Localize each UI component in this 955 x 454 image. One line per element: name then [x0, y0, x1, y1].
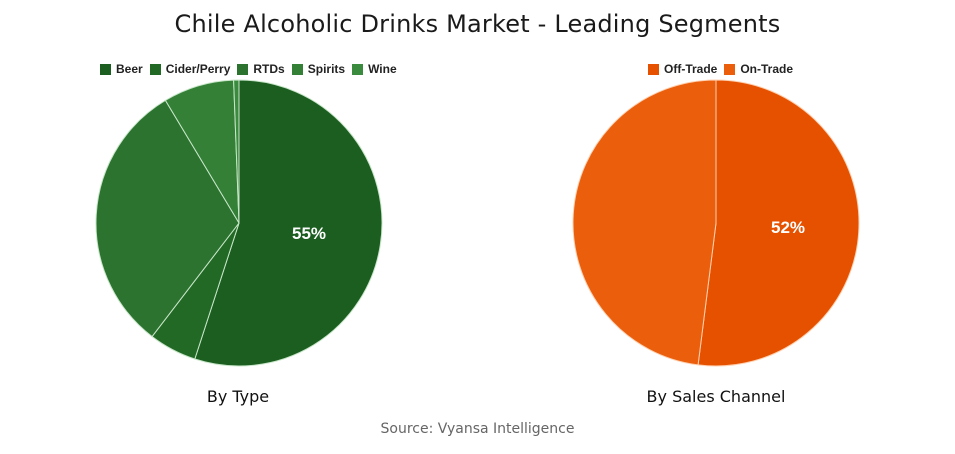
legend-label: On-Trade	[740, 62, 794, 76]
legend-swatch	[648, 63, 659, 75]
beer-share-label: 55%	[292, 224, 327, 243]
legend-label: Spirits	[307, 62, 346, 76]
legend-swatch	[237, 63, 249, 75]
legend-swatch	[100, 63, 111, 75]
type-pie-chart	[95, 79, 383, 367]
legend-swatch	[724, 63, 736, 75]
chart-title: Chile Alcoholic Drinks Market - Leading …	[174, 10, 781, 38]
pie-slice-rtds[interactable]	[95, 99, 240, 338]
legend-swatch	[149, 63, 161, 75]
pie-slice-off-trade[interactable]	[697, 79, 860, 367]
pie-slice-beer[interactable]	[194, 79, 383, 367]
channel-legend: Off-Trade On-Trade	[648, 62, 800, 76]
channel-subtitle: By Sales Channel	[646, 387, 786, 406]
legend-item-cider[interactable]: Cider/Perry	[149, 62, 231, 76]
legend-item-on-trade[interactable]: On-Trade	[724, 62, 793, 76]
legend-item-spirits[interactable]: Spirits	[291, 62, 346, 76]
pie-slice-on-trade[interactable]	[572, 79, 717, 366]
legend-item-rtds[interactable]: RTDs	[237, 62, 285, 76]
legend-label: Beer	[116, 62, 143, 76]
type-subtitle: By Type	[206, 387, 270, 406]
pie-slice-wine[interactable]	[233, 79, 240, 224]
legend-item-wine[interactable]: Wine	[352, 62, 397, 76]
off-trade-share-label: 52%	[771, 218, 806, 237]
source-note: Source: Vyansa Intelligence	[380, 421, 575, 437]
legend-label: RTDs	[253, 62, 285, 76]
legend-item-beer[interactable]: Beer	[100, 62, 143, 76]
type-legend: Beer Cider/Perry RTDs Spirits Wine	[100, 62, 404, 76]
legend-label: Wine	[368, 62, 397, 76]
legend-label: Cider/Perry	[165, 62, 231, 76]
legend-label: Off-Trade	[664, 62, 718, 76]
legend-item-off-trade[interactable]: Off-Trade	[648, 62, 717, 76]
legend-swatch	[352, 63, 364, 75]
legend-swatch	[291, 63, 303, 75]
channel-pie-chart	[572, 79, 860, 367]
